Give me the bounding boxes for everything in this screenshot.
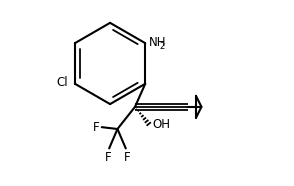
Text: OH: OH: [152, 118, 170, 131]
Text: F: F: [93, 121, 100, 134]
Text: F: F: [123, 151, 130, 164]
Text: F: F: [105, 151, 111, 164]
Text: 2: 2: [159, 42, 165, 51]
Text: NH: NH: [148, 36, 166, 49]
Text: Cl: Cl: [57, 76, 69, 89]
